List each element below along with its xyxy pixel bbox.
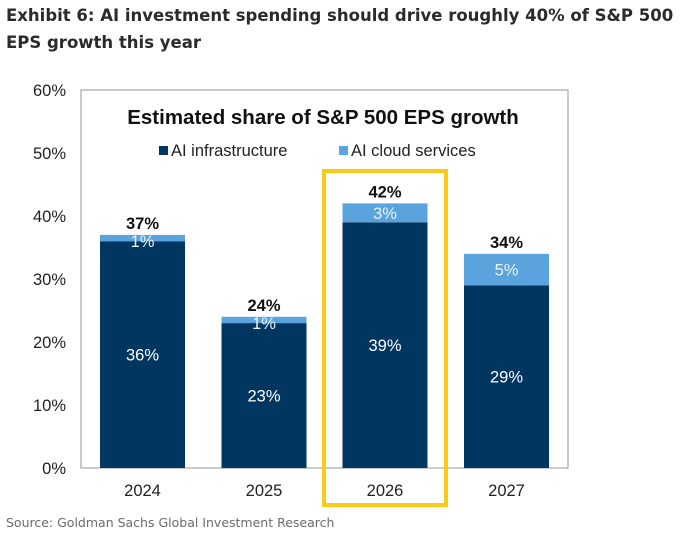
total-label: 34% <box>490 234 523 252</box>
y-tick-label: 60% <box>33 82 66 100</box>
chart-title: Estimated share of S&P 500 EPS growth <box>127 106 519 129</box>
legend-swatch-ai-infrastructure <box>159 146 168 155</box>
total-label: 42% <box>368 183 401 201</box>
y-tick-label: 0% <box>42 460 66 478</box>
bar-segment-ai-infrastructure <box>221 323 307 468</box>
legend-label-ai-infrastructure: AI infrastructure <box>171 142 287 160</box>
data-label: 3% <box>373 205 397 223</box>
x-tick-label: 2025 <box>246 482 283 500</box>
y-tick-label: 40% <box>33 208 66 226</box>
bar-segment-ai-infrastructure <box>342 222 428 468</box>
bar-segment-ai-infrastructure <box>100 241 185 468</box>
data-label: 5% <box>495 262 519 280</box>
bar-segment-ai-cloud-services <box>100 234 185 242</box>
x-tick-label: 2027 <box>488 482 525 500</box>
y-tick-label: 30% <box>33 271 66 289</box>
legend-swatch-ai-cloud-services <box>339 146 348 155</box>
data-label: 1% <box>252 315 276 333</box>
data-label: 23% <box>247 388 280 406</box>
y-tick-label: 20% <box>33 334 66 352</box>
data-label: 39% <box>368 337 401 355</box>
bar-segment-ai-cloud-services <box>221 316 307 324</box>
total-label: 24% <box>247 297 280 315</box>
x-tick-label: 2024 <box>124 482 161 500</box>
bar-segment-ai-cloud-services <box>464 253 549 286</box>
x-tick-label: 2026 <box>367 482 404 500</box>
y-tick-label: 10% <box>33 397 66 415</box>
data-label: 36% <box>126 347 159 365</box>
source-note: Source: Goldman Sachs Global Investment … <box>6 515 335 530</box>
exhibit-title: Exhibit 6: AI investment spending should… <box>6 6 674 52</box>
bar-segment-ai-cloud-services <box>342 203 428 223</box>
legend: AI infrastructure AI cloud services <box>159 142 476 160</box>
y-tick-label: 50% <box>33 145 66 163</box>
total-label: 37% <box>126 215 159 233</box>
legend-label-ai-cloud-services: AI cloud services <box>351 142 476 160</box>
highlight-box <box>322 169 448 507</box>
data-label: 29% <box>490 369 523 387</box>
data-label: 1% <box>131 233 155 251</box>
bar-segment-ai-infrastructure <box>464 285 549 468</box>
